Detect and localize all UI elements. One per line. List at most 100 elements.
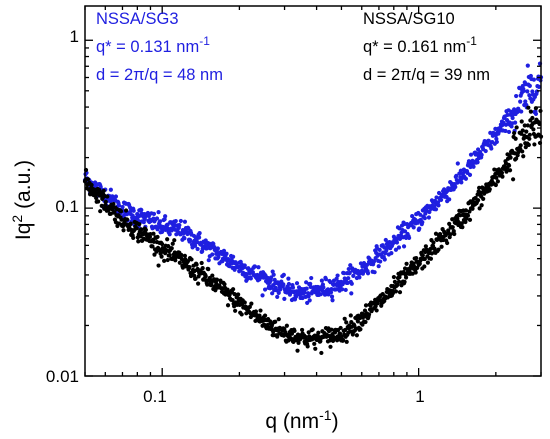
data-point xyxy=(173,258,178,263)
data-point xyxy=(187,265,192,270)
data-point xyxy=(476,198,481,203)
data-point xyxy=(372,259,377,264)
data-point xyxy=(262,287,268,292)
x-axis-title: q (nm-1) xyxy=(265,407,338,433)
data-point xyxy=(530,89,535,94)
data-point xyxy=(510,177,516,182)
data-point xyxy=(195,240,200,245)
data-point xyxy=(366,312,372,317)
data-point xyxy=(471,164,476,169)
y-tick-labels: 0.01 0.1 1 xyxy=(46,27,79,386)
data-point xyxy=(527,132,532,137)
data-point xyxy=(355,319,360,324)
data-point xyxy=(163,214,168,219)
data-point xyxy=(121,228,126,233)
data-point xyxy=(299,327,305,333)
data-point xyxy=(112,210,117,215)
data-point xyxy=(94,195,99,201)
data-point xyxy=(313,346,318,351)
data-point xyxy=(338,331,343,336)
data-point xyxy=(260,293,265,298)
data-point xyxy=(319,350,324,356)
data-point xyxy=(531,77,537,82)
data-point xyxy=(118,209,124,214)
data-point xyxy=(290,285,296,290)
data-point xyxy=(205,282,210,287)
data-point xyxy=(439,244,444,249)
data-point xyxy=(156,210,161,215)
data-point xyxy=(195,246,200,252)
data-point xyxy=(206,267,211,272)
data-point xyxy=(271,272,276,277)
data-point xyxy=(101,188,106,193)
annotation-sg3-d: d = 2π/q = 48 nm xyxy=(96,66,223,84)
data-point xyxy=(206,258,211,263)
data-point xyxy=(281,272,286,277)
data-point xyxy=(233,308,238,313)
data-point xyxy=(357,275,362,280)
data-point xyxy=(504,169,509,174)
data-point xyxy=(344,320,349,325)
data-point xyxy=(459,221,464,226)
data-point xyxy=(210,252,215,257)
data-point xyxy=(365,271,371,276)
data-point xyxy=(436,247,441,252)
data-point xyxy=(157,219,163,224)
data-point xyxy=(477,185,482,190)
data-point xyxy=(391,234,396,239)
data-point xyxy=(377,298,382,303)
data-point xyxy=(308,284,313,290)
data-point xyxy=(378,259,383,264)
data-point xyxy=(525,123,530,128)
data-point xyxy=(519,119,524,124)
data-point xyxy=(463,219,468,225)
data-point xyxy=(523,144,528,150)
data-point xyxy=(162,258,167,263)
data-point xyxy=(305,300,310,306)
data-point xyxy=(262,313,268,318)
data-point xyxy=(445,240,450,246)
data-point xyxy=(507,168,513,173)
data-point xyxy=(519,109,524,114)
data-point xyxy=(170,241,175,246)
data-point xyxy=(422,264,427,269)
data-point xyxy=(98,209,103,214)
data-point xyxy=(289,331,295,336)
data-point xyxy=(422,216,427,221)
data-point xyxy=(134,226,139,231)
data-point xyxy=(248,276,253,281)
data-point xyxy=(418,212,423,217)
data-point xyxy=(214,277,219,282)
data-point xyxy=(514,156,519,161)
data-point xyxy=(512,130,517,136)
data-point xyxy=(287,286,292,291)
data-point xyxy=(436,203,441,208)
data-point xyxy=(494,139,499,145)
data-point xyxy=(453,184,458,190)
data-point xyxy=(525,89,530,94)
data-point xyxy=(120,204,125,210)
data-point xyxy=(428,246,433,252)
data-point xyxy=(390,291,395,296)
data-point xyxy=(402,229,408,234)
data-point xyxy=(131,208,136,213)
data-point xyxy=(340,287,345,292)
data-point xyxy=(341,338,346,343)
data-point xyxy=(346,266,351,272)
data-point xyxy=(137,222,142,227)
data-point xyxy=(467,209,472,214)
data-point xyxy=(455,161,460,166)
data-point xyxy=(481,196,486,201)
data-point xyxy=(494,175,499,180)
data-point xyxy=(403,275,409,280)
data-point xyxy=(329,287,334,292)
data-points-layer xyxy=(82,61,544,356)
data-point xyxy=(269,275,274,280)
data-point xyxy=(178,218,183,224)
data-point xyxy=(203,274,208,279)
data-point xyxy=(281,282,286,287)
data-point xyxy=(125,217,130,222)
data-point xyxy=(150,244,155,249)
data-point xyxy=(328,344,333,349)
data-point xyxy=(323,277,329,282)
